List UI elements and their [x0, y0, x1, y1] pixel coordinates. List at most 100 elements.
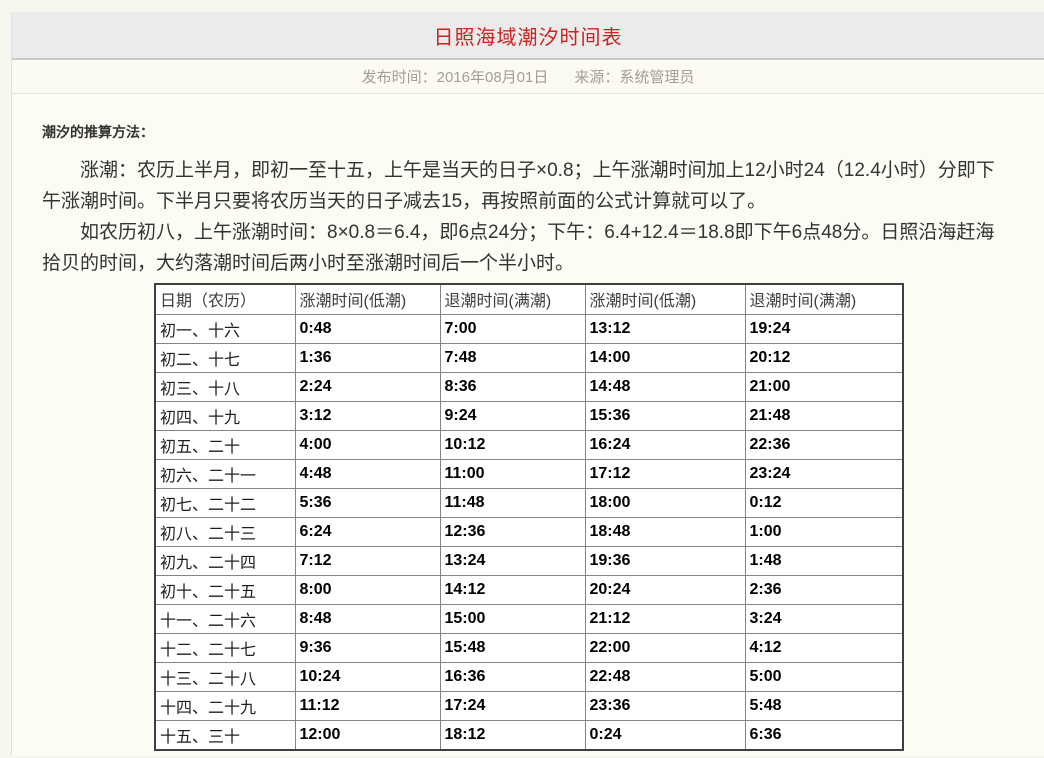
tide-time-cell: 11:00	[439, 458, 586, 489]
lunar-date-cell: 初十、二十五	[154, 574, 296, 605]
table-row: 初十、二十五 8:00 14:12 20:24 2:36	[154, 574, 904, 605]
tide-time-cell: 15:48	[439, 632, 586, 663]
table-row: 十三、二十八 10:24 16:36 22:48 5:00	[154, 661, 904, 692]
lunar-date-cell: 十二、二十七	[154, 632, 296, 663]
tide-time-cell: 18:48	[584, 516, 746, 547]
tide-time-cell: 4:48	[294, 458, 441, 489]
lunar-date-cell: 初三、十八	[154, 371, 296, 402]
tide-time-cell: 16:36	[439, 661, 586, 692]
table-row: 初一、十六 0:48 7:00 13:12 19:24	[154, 313, 904, 344]
table-row: 初五、二十 4:00 10:12 16:24 22:36	[154, 429, 904, 460]
table-row: 十二、二十七 9:36 15:48 22:00 4:12	[154, 632, 904, 663]
tide-time-cell: 5:36	[294, 487, 441, 518]
table-header-cell: 涨潮时间(低潮)	[584, 283, 746, 315]
tide-time-cell: 1:00	[744, 516, 904, 547]
tide-time-cell: 10:12	[439, 429, 586, 460]
tide-time-cell: 3:12	[294, 400, 441, 431]
table-header-row: 日期（农历） 涨潮时间(低潮) 退潮时间(满潮) 涨潮时间(低潮) 退潮时间(满潮)	[154, 283, 904, 315]
table-row: 初九、二十四 7:12 13:24 19:36 1:48	[154, 545, 904, 576]
lunar-date-cell: 初四、十九	[154, 400, 296, 431]
tide-time-cell: 5:00	[744, 661, 904, 692]
lunar-date-cell: 初九、二十四	[154, 545, 296, 576]
tide-time-cell: 9:36	[294, 632, 441, 663]
tide-time-cell: 7:00	[439, 313, 586, 344]
table-row: 初八、二十三 6:24 12:36 18:48 1:00	[154, 516, 904, 547]
tide-time-cell: 11:12	[294, 690, 441, 721]
table-header-cell: 退潮时间(满潮)	[744, 283, 904, 315]
tide-time-cell: 0:48	[294, 313, 441, 344]
tide-table: 日期（农历） 涨潮时间(低潮) 退潮时间(满潮) 涨潮时间(低潮) 退潮时间(满潮) 初…	[154, 283, 904, 751]
tide-time-cell: 2:36	[744, 574, 904, 605]
tide-time-cell: 1:48	[744, 545, 904, 576]
page-title: 日照海域潮汐时间表	[433, 26, 623, 49]
tide-time-cell: 4:12	[744, 632, 904, 663]
tide-time-cell: 2:24	[294, 371, 441, 402]
tide-time-cell: 15:36	[584, 400, 746, 431]
publish-date: 发布时间：2016年08月01日	[361, 69, 549, 86]
lunar-date-cell: 十五、三十	[154, 719, 296, 750]
tide-time-cell: 1:36	[294, 342, 441, 373]
lunar-date-cell: 十一、二十六	[154, 603, 296, 634]
tide-time-cell: 16:24	[584, 429, 746, 460]
table-row: 初三、十八 2:24 8:36 14:48 21:00	[154, 371, 904, 402]
tide-time-cell: 8:48	[294, 603, 441, 634]
tide-time-cell: 4:00	[294, 429, 441, 460]
table-row: 十五、三十 12:00 18:12 0:24 6:36	[154, 719, 904, 750]
lunar-date-cell: 十三、二十八	[154, 661, 296, 692]
tide-time-cell: 12:36	[439, 516, 586, 547]
source-info: 来源：系统管理员	[574, 69, 695, 86]
tide-time-cell: 7:12	[294, 545, 441, 576]
tide-time-cell: 22:48	[584, 661, 746, 692]
tide-time-cell: 21:12	[584, 603, 746, 634]
lunar-date-cell: 初七、二十二	[154, 487, 296, 518]
tide-time-cell: 10:24	[294, 661, 441, 692]
paragraph-tide-formula: 涨潮：农历上半月，即初一至十五，上午是当天的日子×0.8；上午涨潮时间加上12小…	[42, 160, 995, 212]
tide-time-cell: 15:00	[439, 603, 586, 634]
tide-time-cell: 8:36	[439, 371, 586, 402]
tide-time-cell: 20:12	[744, 342, 904, 373]
tide-time-cell: 20:24	[584, 574, 746, 605]
tide-time-cell: 13:24	[439, 545, 586, 576]
table-header-cell: 涨潮时间(低潮)	[294, 283, 441, 315]
tide-time-cell: 7:48	[439, 342, 586, 373]
tide-time-cell: 6:36	[744, 719, 904, 750]
lunar-date-cell: 初八、二十三	[154, 516, 296, 547]
tide-time-cell: 0:24	[584, 719, 746, 750]
tide-time-cell: 14:00	[584, 342, 746, 373]
article-page: 日照海域潮汐时间表 发布时间：2016年08月01日 来源：系统管理员 潮汐的推…	[11, 12, 1044, 756]
tide-time-cell: 21:48	[744, 400, 904, 431]
tide-time-cell: 19:36	[584, 545, 746, 576]
table-row: 十一、二十六 8:48 15:00 21:12 3:24	[154, 603, 904, 634]
tide-time-cell: 12:00	[294, 719, 441, 750]
tide-time-cell: 21:00	[744, 371, 904, 402]
tide-time-cell: 11:48	[439, 487, 586, 518]
table-row: 十四、二十九 11:12 17:24 23:36 5:48	[154, 690, 904, 721]
publish-bar: 发布时间：2016年08月01日 来源：系统管理员	[12, 60, 1044, 94]
table-row: 初七、二十二 5:36 11:48 18:00 0:12	[154, 487, 904, 518]
tide-time-cell: 14:48	[584, 371, 746, 402]
paragraph-example: 如农历初八，上午涨潮时间：8×0.8＝6.4，即6点24分；下午：6.4+12.…	[42, 222, 995, 274]
lunar-date-cell: 十四、二十九	[154, 690, 296, 721]
tide-time-cell: 23:24	[744, 458, 904, 489]
tide-time-cell: 22:00	[584, 632, 746, 663]
method-heading: 潮汐的推算方法：	[42, 124, 154, 140]
tide-time-cell: 9:24	[439, 400, 586, 431]
lunar-date-cell: 初五、二十	[154, 429, 296, 460]
lunar-date-cell: 初六、二十一	[154, 458, 296, 489]
title-bar: 日照海域潮汐时间表	[12, 12, 1044, 60]
table-row: 初二、十七 1:36 7:48 14:00 20:12	[154, 342, 904, 373]
tide-time-cell: 3:24	[744, 603, 904, 634]
tide-time-cell: 8:00	[294, 574, 441, 605]
tide-time-cell: 6:24	[294, 516, 441, 547]
table-header-cell: 日期（农历）	[154, 283, 296, 315]
table-row: 初六、二十一 4:48 11:00 17:12 23:24	[154, 458, 904, 489]
tide-time-cell: 17:12	[584, 458, 746, 489]
tide-time-cell: 14:12	[439, 574, 586, 605]
tide-time-cell: 0:12	[744, 487, 904, 518]
table-header-cell: 退潮时间(满潮)	[439, 283, 586, 315]
lunar-date-cell: 初一、十六	[154, 313, 296, 344]
tide-time-cell: 18:00	[584, 487, 746, 518]
tide-time-cell: 13:12	[584, 313, 746, 344]
content-area: 潮汐的推算方法： 涨潮：农历上半月，即初一至十五，上午是当天的日子×0.8；上午…	[12, 94, 1044, 756]
tide-time-cell: 18:12	[439, 719, 586, 750]
